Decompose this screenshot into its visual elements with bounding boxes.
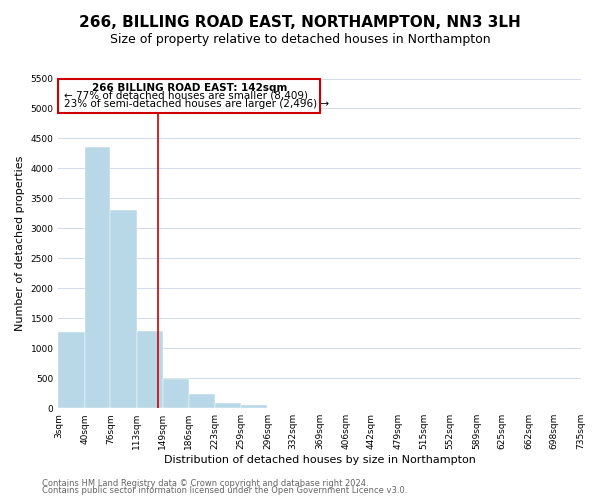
Bar: [137, 331, 163, 408]
Text: Size of property relative to detached houses in Northampton: Size of property relative to detached ho…: [110, 32, 490, 46]
Bar: [189, 394, 215, 408]
Bar: [110, 210, 137, 408]
Bar: [163, 380, 189, 408]
Bar: [215, 403, 241, 408]
Bar: [58, 332, 85, 408]
Text: Contains HM Land Registry data © Crown copyright and database right 2024.: Contains HM Land Registry data © Crown c…: [42, 478, 368, 488]
Text: 23% of semi-detached houses are larger (2,496) →: 23% of semi-detached houses are larger (…: [64, 100, 329, 110]
Bar: [241, 405, 268, 408]
Text: ← 77% of detached houses are smaller (8,409): ← 77% of detached houses are smaller (8,…: [64, 91, 308, 101]
Text: Contains public sector information licensed under the Open Government Licence v3: Contains public sector information licen…: [42, 486, 407, 495]
Bar: [85, 148, 110, 408]
Bar: [58, 79, 320, 112]
Text: 266 BILLING ROAD EAST: 142sqm: 266 BILLING ROAD EAST: 142sqm: [92, 82, 287, 92]
Y-axis label: Number of detached properties: Number of detached properties: [15, 156, 25, 331]
X-axis label: Distribution of detached houses by size in Northampton: Distribution of detached houses by size …: [164, 455, 475, 465]
Text: 266, BILLING ROAD EAST, NORTHAMPTON, NN3 3LH: 266, BILLING ROAD EAST, NORTHAMPTON, NN3…: [79, 15, 521, 30]
